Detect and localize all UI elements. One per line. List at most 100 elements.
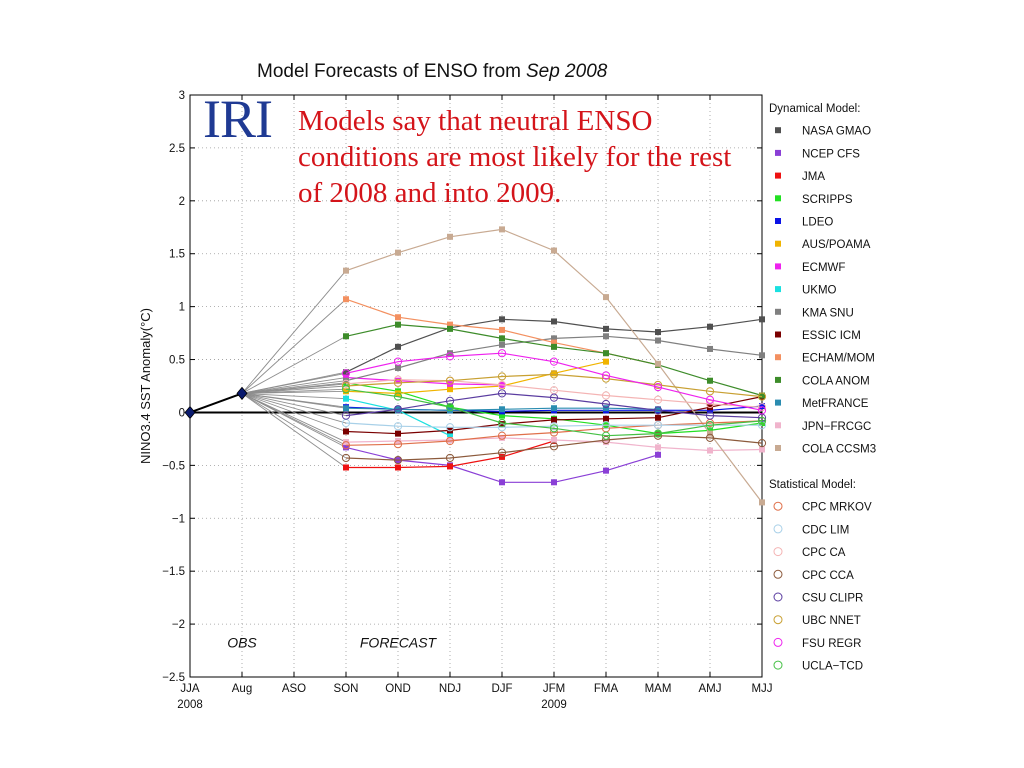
data-point: [603, 333, 609, 340]
data-point: [549, 424, 559, 433]
data-point: [601, 435, 611, 445]
legend-marker: [775, 172, 781, 179]
data-point: [499, 341, 505, 348]
legend-entry: UCLA−TCD: [802, 661, 863, 673]
data-point: [343, 444, 349, 451]
chart-title-date: Sep 2008: [526, 61, 608, 82]
data-point: [497, 380, 507, 390]
connector-line: [241, 377, 347, 394]
data-point: [759, 499, 765, 506]
data-point: [705, 395, 715, 404]
connector-line: [241, 335, 347, 394]
data-point: [395, 365, 401, 372]
legend-entry: CPC CCA: [802, 570, 854, 582]
series-line: [345, 361, 607, 395]
data-point: [759, 392, 765, 399]
data-point: [551, 436, 557, 443]
data-point: [757, 403, 767, 412]
series-line: [345, 422, 762, 428]
data-point: [759, 420, 765, 427]
legend-marker: [773, 592, 783, 602]
legend-entry: SCRIPPS: [802, 194, 853, 206]
data-point: [343, 464, 349, 471]
data-point: [551, 405, 557, 412]
data-point: [393, 440, 403, 449]
observed-line: [189, 392, 243, 414]
y-tick-label: 3: [179, 90, 185, 102]
data-point: [655, 360, 661, 367]
data-point: [393, 357, 403, 366]
data-point: [549, 357, 559, 366]
data-point: [655, 329, 661, 336]
data-point: [705, 387, 715, 396]
y-tick-label: 0: [179, 407, 185, 419]
legend-entry: JMA: [802, 171, 825, 183]
data-point: [655, 414, 661, 421]
data-point: [603, 358, 609, 365]
legend-marker: [775, 354, 781, 361]
data-point: [653, 406, 663, 415]
data-point: [653, 429, 663, 438]
legend-entry: ECMWF: [802, 262, 845, 274]
data-point: [601, 391, 611, 400]
data-point: [705, 411, 715, 420]
legend-marker: [775, 445, 781, 451]
year-label: 2008: [177, 699, 203, 711]
legend-entry: LDEO: [802, 217, 833, 229]
connector-line: [241, 270, 347, 394]
data-point: [447, 386, 453, 393]
data-point: [551, 318, 557, 325]
legend-marker: [775, 376, 781, 383]
data-point: [343, 267, 349, 274]
data-point: [707, 323, 713, 330]
data-point: [499, 479, 505, 486]
section-label: OBS: [227, 634, 257, 650]
data-point: [393, 392, 403, 401]
legend-marker: [775, 149, 781, 156]
data-point: [497, 423, 507, 432]
legend-group-title: Dynamical Model:: [769, 103, 860, 115]
data-point: [707, 430, 713, 437]
data-point: [447, 463, 453, 470]
data-point: [551, 343, 557, 350]
data-point: [655, 451, 661, 458]
data-point: [551, 339, 557, 346]
data-point: [395, 343, 401, 350]
data-point: [549, 442, 559, 451]
data-point: [757, 439, 767, 448]
legend-marker: [773, 615, 783, 625]
legend-marker: [773, 637, 783, 647]
data-point: [655, 406, 661, 413]
data-point: [445, 423, 455, 432]
connector-line: [241, 392, 347, 424]
x-tick-label: FMA: [594, 683, 619, 695]
legend-entry: ESSIC ICM: [802, 330, 861, 342]
legend-entry: UBC NNET: [802, 615, 861, 627]
legend-entry: MetFRANCE: [802, 398, 869, 410]
legend-entry: COLA CCSM3: [802, 444, 876, 456]
connector-line: [241, 392, 347, 400]
connector-line: [241, 298, 347, 394]
series-line: [345, 379, 763, 408]
x-tick-label: AMJ: [699, 683, 722, 695]
data-point: [759, 352, 765, 359]
iri-logo: IRI: [203, 89, 273, 149]
data-point: [551, 416, 557, 423]
data-point: [395, 314, 401, 321]
data-point: [601, 431, 611, 440]
x-tick-label: MJJ: [751, 683, 772, 695]
x-tick-label: OND: [385, 683, 411, 695]
legend-marker: [775, 422, 781, 429]
data-point: [757, 416, 767, 426]
data-point: [499, 453, 505, 460]
data-point: [499, 335, 505, 342]
data-point: [759, 316, 765, 323]
data-point: [757, 406, 767, 415]
data-point: [601, 371, 611, 380]
x-tick-label: MAM: [645, 683, 672, 695]
data-point: [447, 436, 453, 443]
data-point: [603, 405, 609, 412]
data-point: [653, 382, 663, 392]
data-point: [343, 374, 349, 381]
legend-marker: [775, 240, 781, 247]
